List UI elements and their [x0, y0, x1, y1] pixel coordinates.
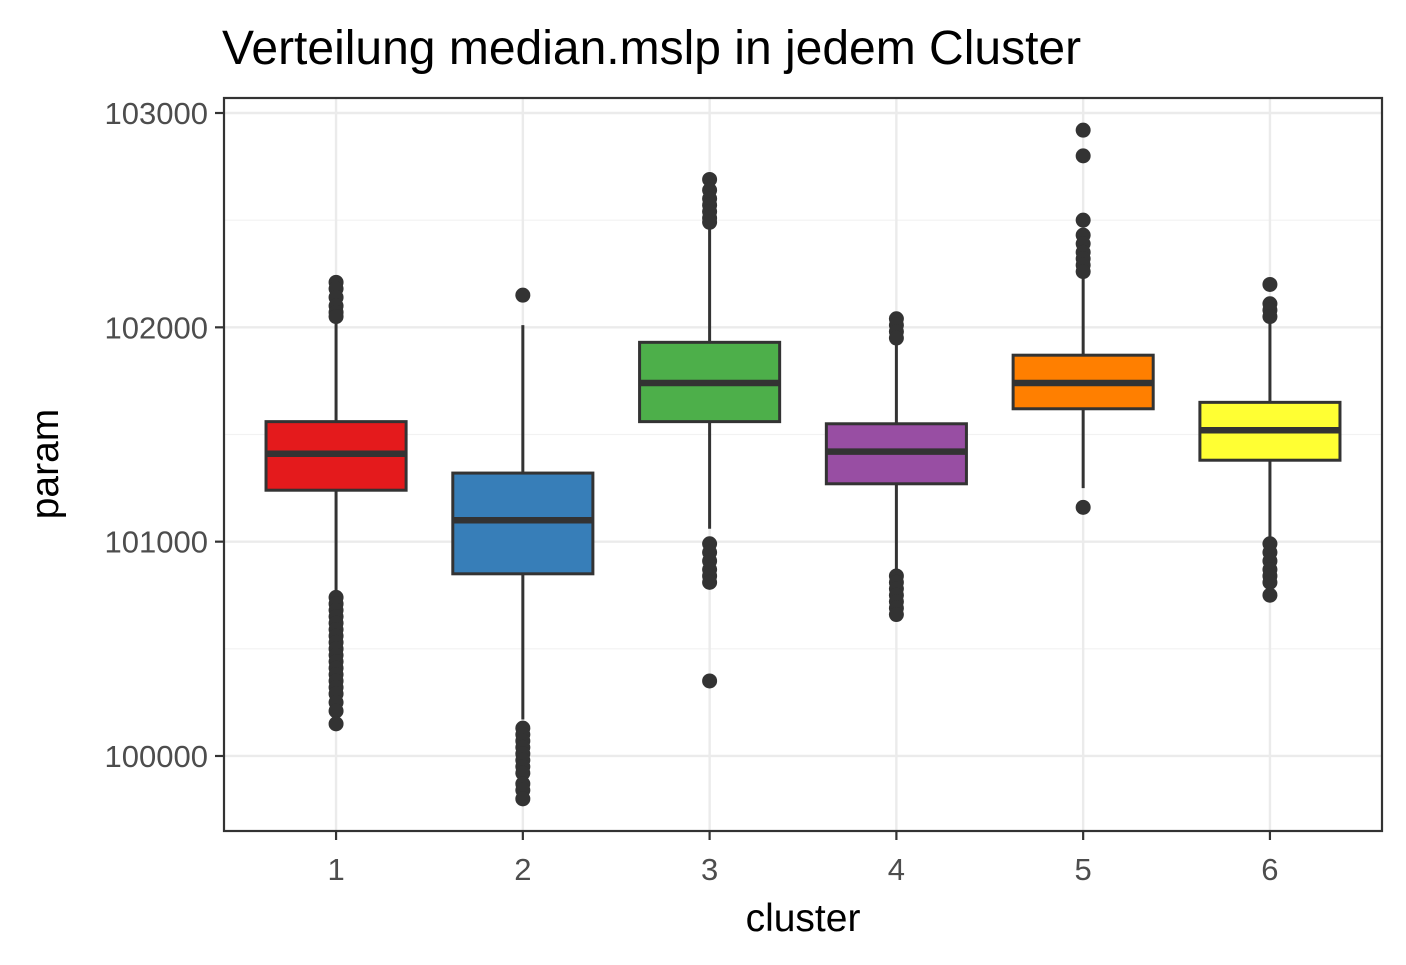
y-tick-label: 101000 — [105, 525, 208, 560]
outlier-point — [1262, 574, 1278, 590]
y-axis-title: param — [24, 409, 67, 520]
x-tick-label: 1 — [327, 852, 344, 887]
outlier-point — [702, 574, 718, 590]
box-cluster-4 — [824, 311, 968, 623]
axes: 100000 101000 102000 103000 1 2 3 4 5 6 — [105, 96, 1279, 887]
x-axis-title: cluster — [746, 897, 861, 940]
plot-panel-border — [222, 96, 1384, 833]
x-tick-label: 2 — [514, 852, 531, 887]
outlier-point — [1075, 212, 1091, 228]
outlier-point — [1262, 276, 1278, 292]
outlier-point — [515, 765, 531, 781]
y-tick-label: 100000 — [105, 739, 208, 774]
chart-title: Verteilung median.mslp in jedem Cluster — [222, 22, 1081, 75]
outlier-point — [328, 703, 344, 719]
y-tick-label: 102000 — [105, 310, 208, 345]
box-cluster-5 — [1011, 122, 1155, 515]
x-tick-label: 3 — [701, 852, 718, 887]
outlier-point — [702, 673, 718, 689]
outlier-point — [1262, 309, 1278, 325]
box-cluster-2 — [451, 287, 595, 807]
outlier-point — [702, 214, 718, 230]
outlier-point — [1075, 499, 1091, 515]
x-tick-label: 5 — [1075, 852, 1092, 887]
outlier-point — [328, 309, 344, 325]
box-cluster-1 — [264, 274, 408, 732]
box-layer — [264, 122, 1342, 807]
outlier-point — [888, 607, 904, 623]
box-cluster-3 — [638, 171, 782, 689]
outlier-point — [328, 716, 344, 732]
outlier-point — [515, 287, 531, 303]
outlier-point — [515, 791, 531, 807]
outlier-point — [1075, 122, 1091, 138]
y-tick-label: 103000 — [105, 96, 208, 131]
x-tick-label: 4 — [888, 852, 905, 887]
outlier-point — [702, 171, 718, 187]
outlier-point — [1075, 148, 1091, 164]
outlier-point — [888, 330, 904, 346]
outlier-point — [1075, 264, 1091, 280]
outlier-point — [1262, 587, 1278, 603]
box-cluster-6 — [1198, 276, 1342, 603]
x-tick-label: 6 — [1261, 852, 1278, 887]
